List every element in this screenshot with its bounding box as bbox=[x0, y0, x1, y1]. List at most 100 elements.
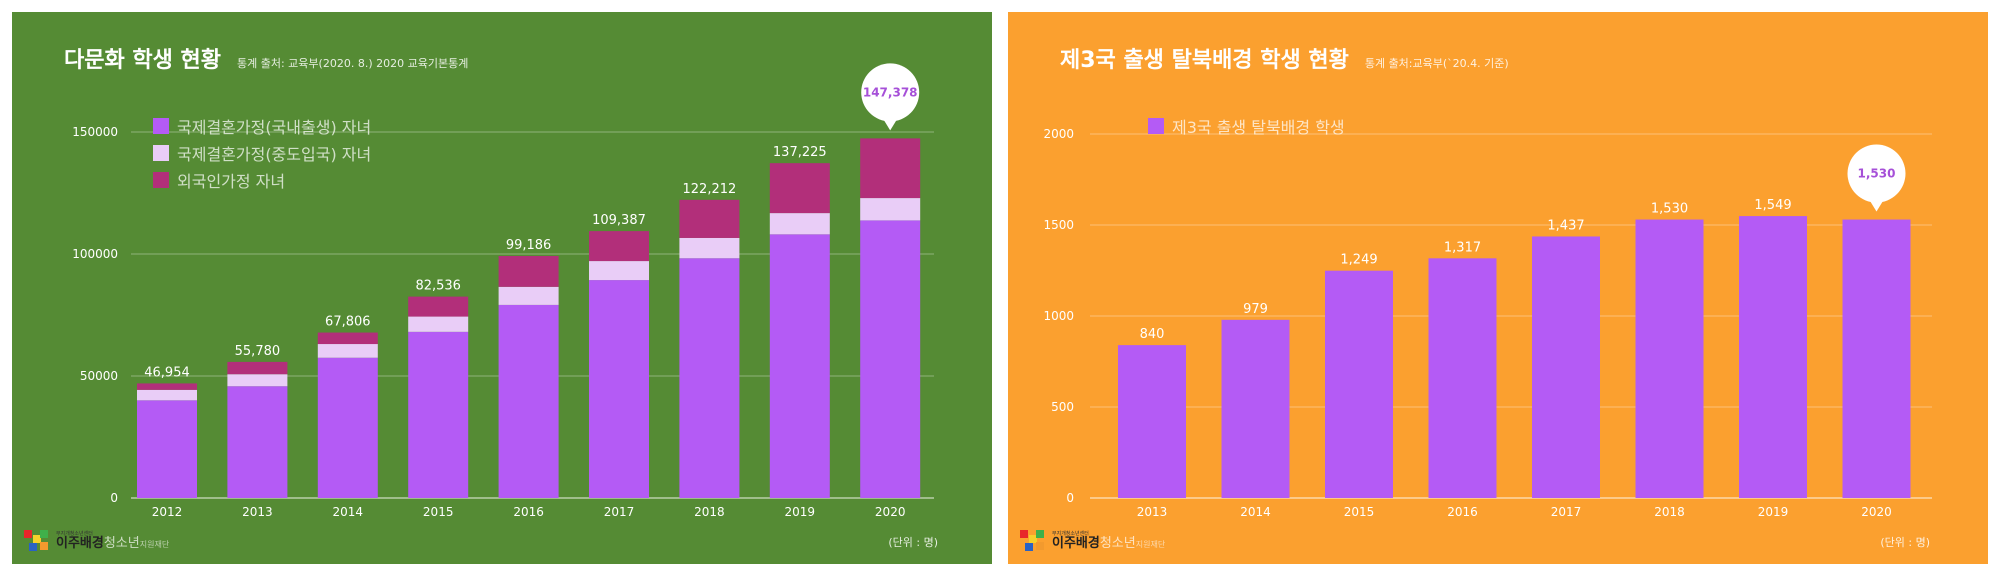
bar-segment bbox=[498, 304, 559, 498]
logo-mark-icon bbox=[1020, 530, 1046, 552]
bar-segment bbox=[679, 199, 740, 238]
chart-source: 통계 출처: 교육부(2020. 8.) 2020 교육기본통계 bbox=[237, 57, 469, 70]
legend-label: 외국인가정 자녀 bbox=[177, 171, 286, 191]
bar-segment bbox=[589, 280, 649, 498]
data-label: 1,317 bbox=[1444, 240, 1481, 255]
logo-light-text: 청소년 bbox=[103, 536, 140, 551]
foundation-logo: 무지개청소년센터 이주배경청소년지원재단 bbox=[24, 530, 169, 552]
callout-bubble bbox=[1847, 144, 1906, 203]
data-label: 137,225 bbox=[773, 145, 827, 160]
bar-segment bbox=[1221, 319, 1290, 498]
bar-segment bbox=[769, 234, 830, 498]
logo-caption: 무지개청소년센터 bbox=[56, 531, 93, 537]
data-label: 979 bbox=[1243, 302, 1268, 317]
title-row: 제3국 출생 탈북배경 학생 현황 통계 출처:교육부(`20.4. 기준) bbox=[1060, 42, 1509, 74]
chart-title: 제3국 출생 탈북배경 학생 현황 bbox=[1060, 48, 1349, 73]
bar-segment bbox=[137, 389, 197, 401]
y-tick-label: 500 bbox=[1051, 400, 1074, 414]
legend-label: 국제결혼가정(국내출생) 자녀 bbox=[177, 117, 372, 137]
bar-segment bbox=[679, 237, 740, 259]
legend-label: 제3국 출생 탈북배경 학생 bbox=[1172, 117, 1345, 137]
x-tick-label: 2013 bbox=[242, 505, 273, 519]
data-label: 67,806 bbox=[325, 315, 371, 330]
legend-swatch bbox=[1148, 117, 1164, 134]
data-label: 46,954 bbox=[144, 365, 190, 380]
legend-item-foreign-family: 외국인가정 자녀 bbox=[153, 170, 371, 191]
logo-sub-text: 지원재단 bbox=[1135, 540, 1166, 549]
x-tick-label: 2015 bbox=[423, 505, 454, 519]
bar-segment bbox=[589, 261, 649, 281]
y-tick-label: 150000 bbox=[72, 125, 118, 139]
x-tick-label: 2017 bbox=[1551, 505, 1582, 519]
bar-segment bbox=[1739, 216, 1807, 498]
data-label: 1,530 bbox=[1651, 202, 1688, 217]
bar-segment bbox=[1325, 270, 1393, 498]
data-label: 122,212 bbox=[683, 182, 737, 197]
data-label: 1,249 bbox=[1340, 253, 1377, 268]
bar-segment bbox=[860, 198, 921, 221]
x-tick-label: 2013 bbox=[1137, 505, 1168, 519]
chart-title: 다문화 학생 현황 bbox=[64, 48, 221, 73]
bar-segment bbox=[227, 374, 288, 387]
bar-segment bbox=[137, 400, 197, 498]
bar-segment bbox=[769, 163, 830, 214]
logo-caption: 무지개청소년센터 bbox=[1052, 531, 1089, 537]
y-tick-label: 1500 bbox=[1043, 218, 1074, 232]
data-label: 840 bbox=[1140, 327, 1165, 342]
legend-label: 국제결혼가정(중도입국) 자녀 bbox=[177, 144, 372, 164]
logo-main-text: 이주배경 bbox=[56, 536, 104, 551]
callout-pointer bbox=[882, 117, 899, 131]
x-tick-label: 2012 bbox=[152, 505, 183, 519]
data-label: 1,437 bbox=[1547, 218, 1584, 233]
y-tick-label: 50000 bbox=[80, 369, 118, 383]
bar-segment bbox=[860, 220, 921, 499]
x-tick-label: 2018 bbox=[694, 505, 725, 519]
legend-item-students: 제3국 출생 탈북배경 학생 bbox=[1148, 116, 1345, 137]
bar-segment bbox=[498, 255, 559, 287]
bar-segment bbox=[227, 386, 288, 498]
north-korean-background-students-panel: 0 500 1000 1500 2000 840 2013 979 2014 1,249 2015 1… bbox=[1008, 12, 1988, 564]
logo-main-text: 이주배경 bbox=[1052, 536, 1100, 551]
bar-segment bbox=[1842, 219, 1911, 499]
x-tick-label: 2017 bbox=[604, 505, 635, 519]
bar-segment bbox=[317, 357, 378, 498]
chart-legend: 제3국 출생 탈북배경 학생 bbox=[1148, 116, 1345, 137]
bar-segment bbox=[679, 258, 740, 498]
unit-label: (단위 : 명) bbox=[1880, 536, 1930, 549]
bar-segment bbox=[137, 383, 197, 390]
bar-segment bbox=[317, 332, 378, 345]
logo-mark-icon bbox=[24, 530, 50, 552]
logo-sub-text: 지원재단 bbox=[139, 540, 170, 549]
callout-bubble bbox=[861, 63, 920, 122]
legend-swatch bbox=[153, 144, 169, 161]
x-tick-label: 2018 bbox=[1654, 505, 1685, 519]
multicultural-students-chart: 0 50000 100000 150000 46,954 2012 55,780 2013 67… bbox=[72, 63, 934, 519]
data-label: 99,186 bbox=[506, 238, 552, 253]
bar-segment bbox=[408, 296, 469, 317]
bar-segment bbox=[860, 138, 921, 199]
bar-segment bbox=[227, 361, 288, 375]
callout-pointer bbox=[1868, 198, 1885, 212]
north-korean-background-students-chart: 0 500 1000 1500 2000 840 2013 979 2014 1,249 2015 1… bbox=[1043, 127, 1932, 519]
data-label: 55,780 bbox=[235, 344, 281, 359]
x-tick-label: 2016 bbox=[513, 505, 544, 519]
x-tick-label: 2019 bbox=[1758, 505, 1789, 519]
chart-source: 통계 출처:교육부(`20.4. 기준) bbox=[1364, 57, 1509, 70]
bar-segment bbox=[1635, 219, 1704, 499]
data-label: 109,387 bbox=[592, 213, 646, 228]
title-row: 다문화 학생 현황 통계 출처: 교육부(2020. 8.) 2020 교육기본… bbox=[64, 42, 468, 74]
x-tick-label: 2019 bbox=[785, 505, 816, 519]
callout-label: 1,530 bbox=[1858, 167, 1896, 181]
y-tick-label: 100000 bbox=[72, 247, 118, 261]
x-tick-label: 2014 bbox=[1240, 505, 1271, 519]
y-tick-label: 2000 bbox=[1043, 127, 1074, 141]
x-tick-label: 2020 bbox=[1861, 505, 1892, 519]
x-tick-label: 2014 bbox=[333, 505, 364, 519]
x-tick-label: 2020 bbox=[875, 505, 906, 519]
bar-segment bbox=[408, 316, 469, 332]
legend-item-mid-entry: 국제결혼가정(중도입국) 자녀 bbox=[153, 143, 372, 164]
x-tick-label: 2016 bbox=[1447, 505, 1478, 519]
legend-swatch bbox=[153, 117, 169, 134]
data-label: 82,536 bbox=[415, 279, 461, 294]
bar-segment bbox=[1532, 236, 1600, 498]
